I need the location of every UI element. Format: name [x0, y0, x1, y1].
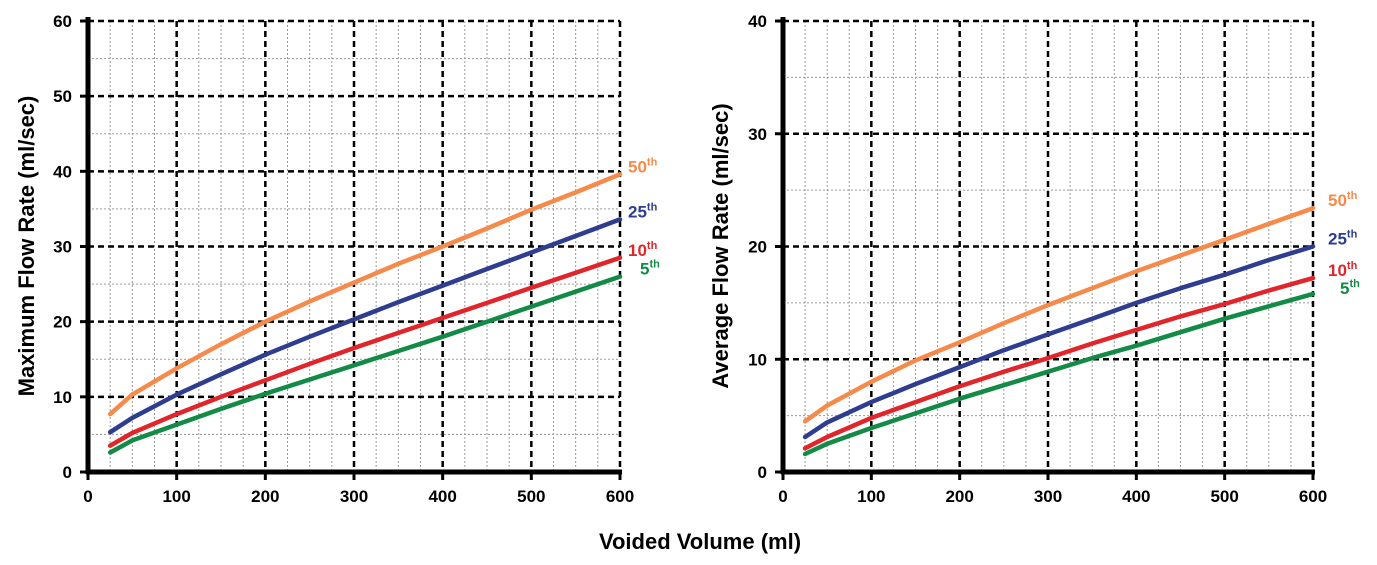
series-line-25th: [802, 244, 1316, 440]
series-label-10th: 10th: [1328, 260, 1358, 280]
y-tick-label: 40: [53, 162, 72, 181]
x-tick-label: 200: [251, 487, 279, 506]
series-label-50th: 50th: [1328, 190, 1358, 210]
series-label-50th: 50th: [628, 156, 658, 176]
y-axis-label: Maximum Flow Rate (ml/sec): [14, 96, 39, 397]
x-tick-label: 300: [1034, 487, 1062, 506]
x-tick-label: 0: [778, 487, 787, 506]
x-tick-label: 200: [945, 487, 973, 506]
y-tick-label: 40: [748, 12, 767, 31]
series-label-5th: 5th: [640, 259, 660, 279]
y-tick-label: 10: [53, 388, 72, 407]
x-tick-label: 100: [162, 487, 190, 506]
y-tick-label: 20: [53, 313, 72, 332]
series-label-5th: 5th: [1340, 278, 1360, 298]
x-tick-label: 500: [517, 487, 545, 506]
x-tick-label: 400: [428, 487, 456, 506]
y-tick-label: 50: [53, 87, 72, 106]
series-line-25th: [107, 217, 623, 435]
grid: [88, 19, 622, 472]
y-tick-label: 30: [748, 125, 767, 144]
y-tick-label: 0: [63, 463, 72, 482]
series-line-10th: [107, 255, 623, 448]
series-label-10th: 10th: [628, 240, 658, 260]
x-tick-label: 600: [606, 487, 634, 506]
y-tick-label: 30: [53, 238, 72, 257]
x-tick-label: 0: [83, 487, 92, 506]
series-label-25th: 25th: [628, 201, 658, 221]
x-tick-label: 300: [340, 487, 368, 506]
series-line-50th: [802, 205, 1316, 424]
y-axis-label: Average Flow Rate (ml/sec): [708, 103, 733, 388]
x-tick-label: 600: [1299, 487, 1327, 506]
y-tick-label: 10: [748, 350, 767, 369]
x-axis-label: Voided Volume (ml): [599, 529, 801, 554]
x-tick-label: 100: [857, 487, 885, 506]
series-line-10th: [802, 275, 1316, 451]
series-line-50th: [107, 172, 623, 417]
series-label-25th: 25th: [1328, 229, 1358, 249]
x-tick-label: 400: [1122, 487, 1150, 506]
x-tick-label: 500: [1210, 487, 1238, 506]
y-tick-label: 20: [748, 238, 767, 257]
series-line-5th: [107, 274, 623, 455]
y-tick-label: 60: [53, 12, 72, 31]
series-line-5th: [802, 291, 1316, 457]
y-tick-label: 0: [758, 463, 767, 482]
